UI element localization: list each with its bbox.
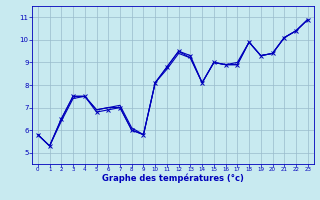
X-axis label: Graphe des températures (°c): Graphe des températures (°c)	[102, 174, 244, 183]
